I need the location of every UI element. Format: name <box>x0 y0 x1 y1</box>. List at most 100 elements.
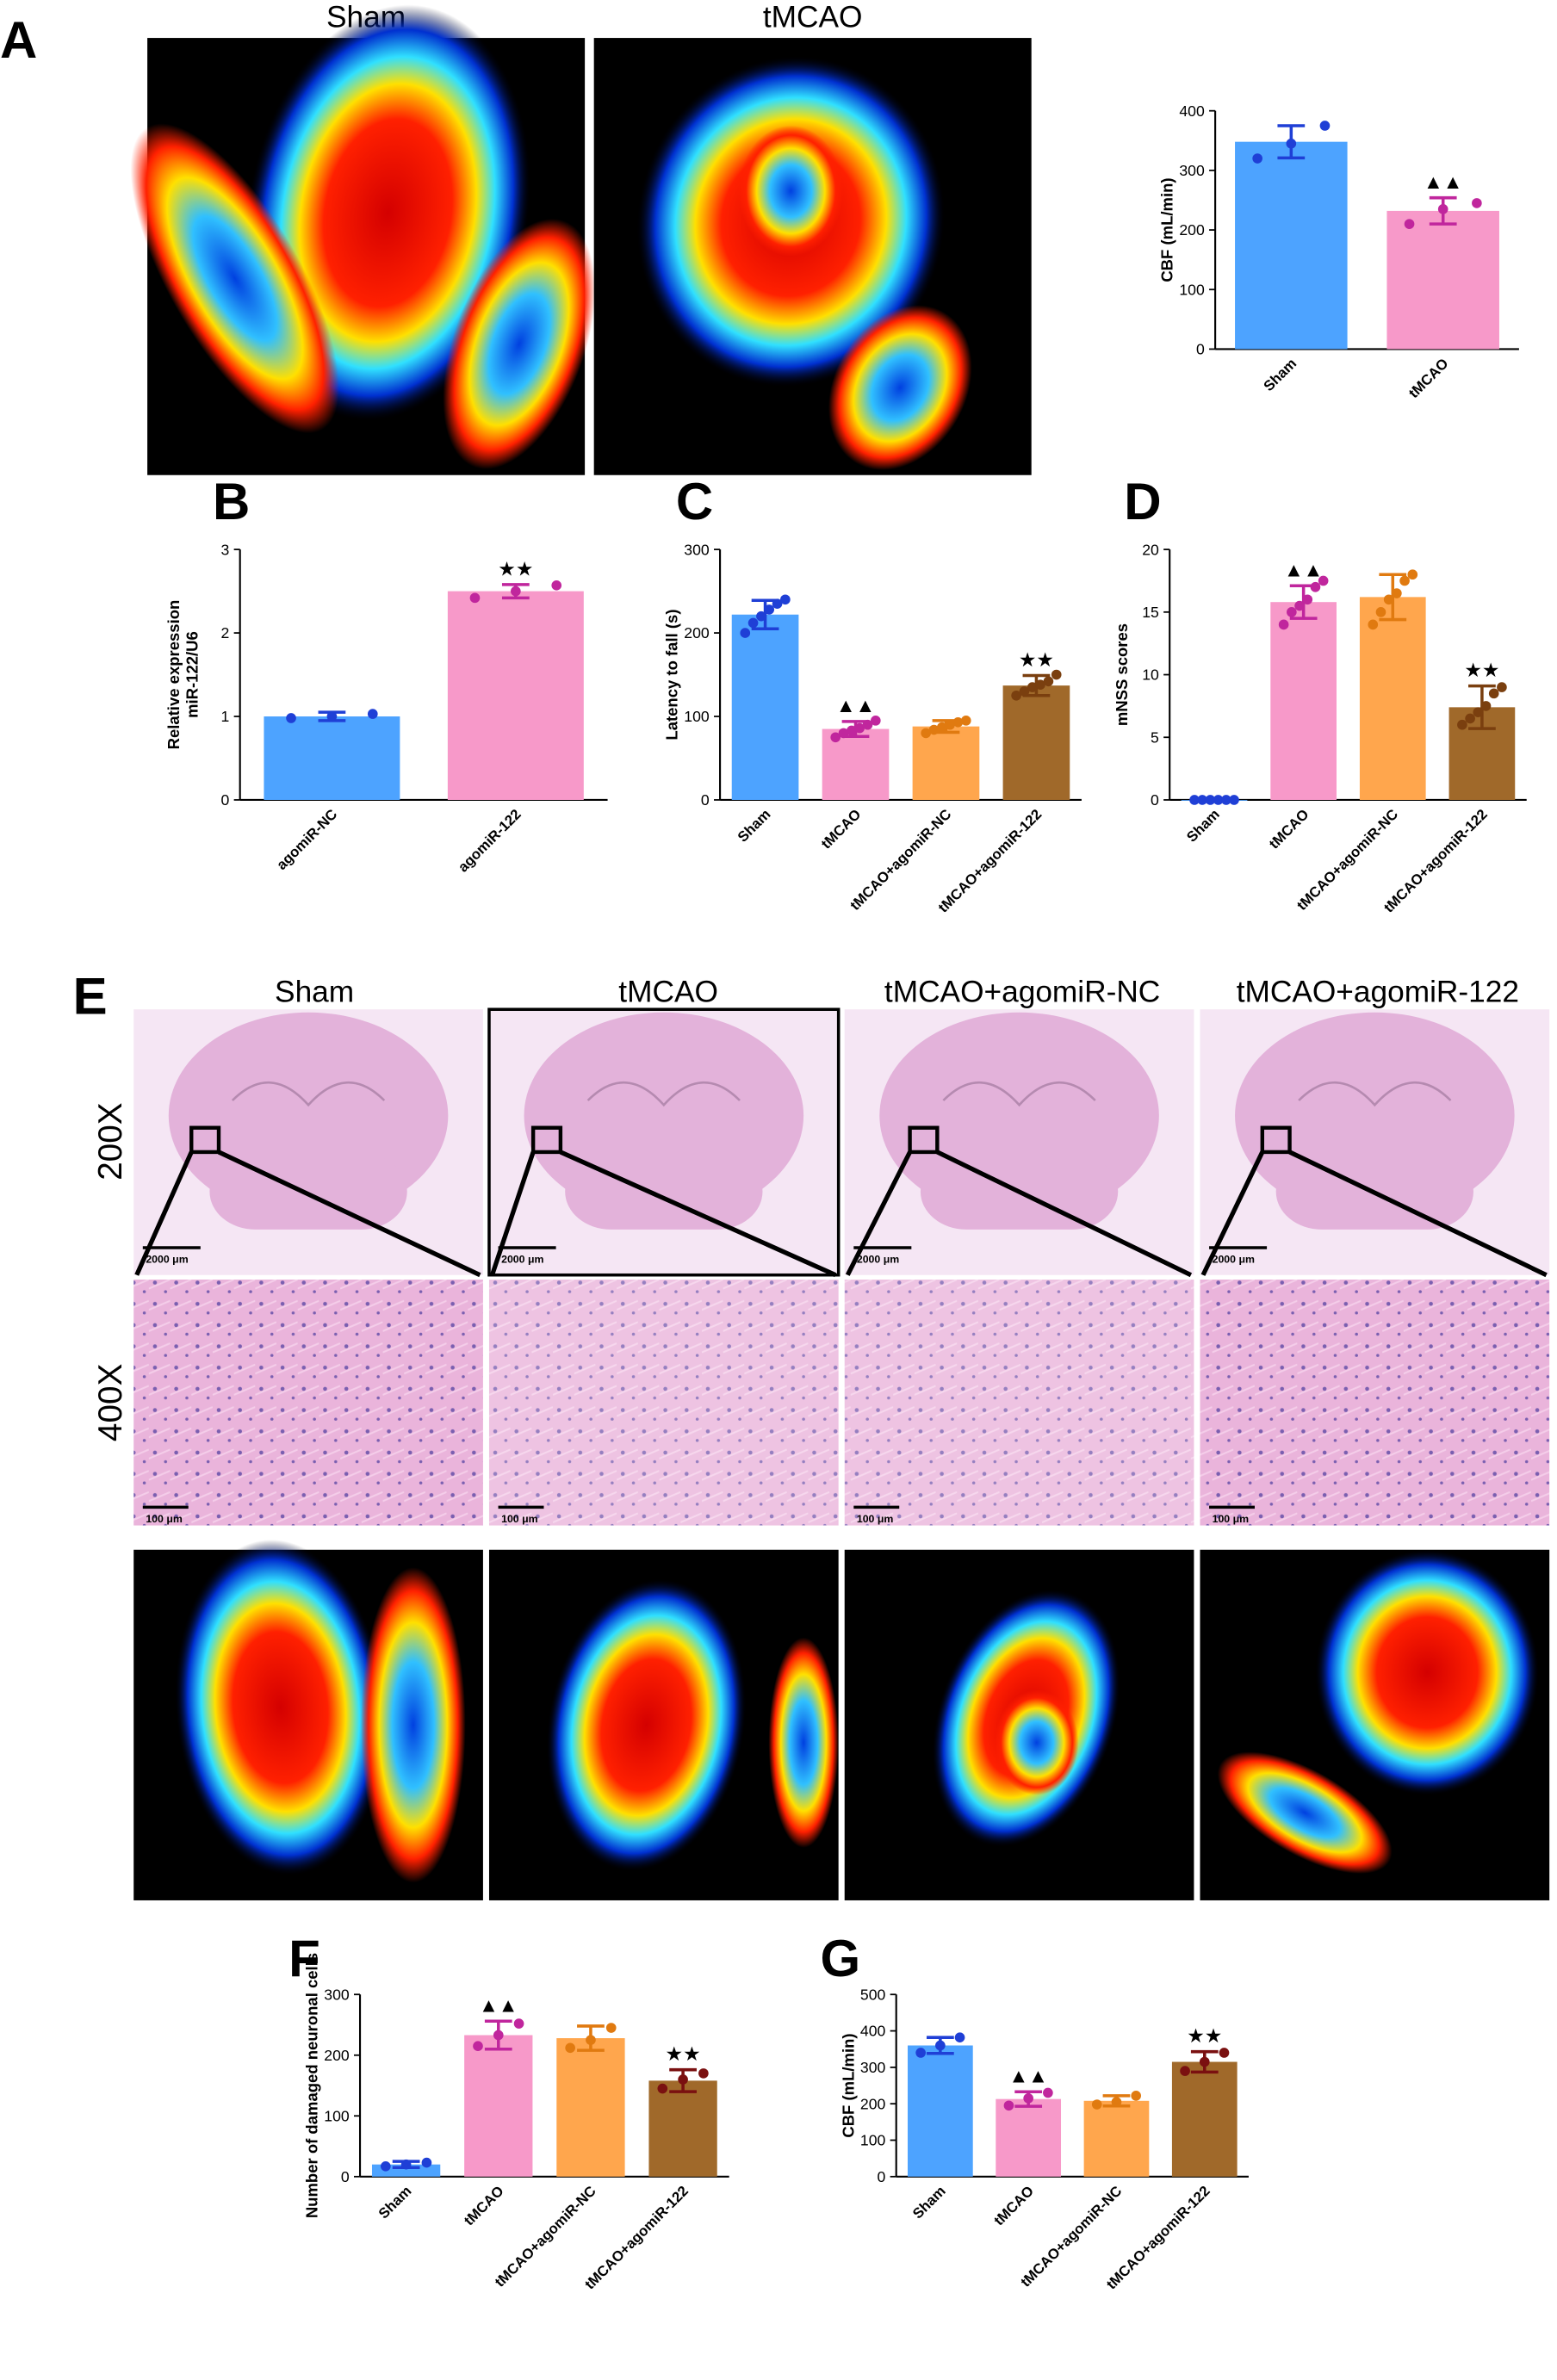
data-point <box>1197 795 1208 805</box>
zoom-line <box>936 1150 1193 1278</box>
bar <box>648 2080 717 2177</box>
y-tick-label: 200 <box>1179 221 1205 239</box>
speckle-blob <box>546 1578 747 1871</box>
data-point <box>952 716 964 728</box>
bar <box>1083 2100 1150 2177</box>
significance-mark: ★★ <box>498 557 533 580</box>
significance-mark: ★★ <box>666 2042 701 2065</box>
x-tick-label: tMCAO+agomiR-122 <box>581 2183 692 2293</box>
speckle-blob <box>360 1567 466 1883</box>
histology-400x <box>488 1280 839 1526</box>
data-point <box>780 594 791 605</box>
data-point <box>1011 690 1021 701</box>
ventricle <box>1298 1081 1452 1107</box>
y-axis-label: Number of damaged neuronal cells <box>303 1953 321 2218</box>
data-point <box>678 2074 688 2085</box>
data-point <box>1199 2056 1210 2067</box>
data-point <box>605 2023 617 2033</box>
data-point <box>1375 607 1386 617</box>
x-tick-label: tMCAO <box>990 2183 1037 2229</box>
data-point <box>1252 153 1262 164</box>
panel-letter: F <box>288 1930 320 1987</box>
data-point <box>830 732 841 743</box>
y-tick-label: 0 <box>701 791 710 809</box>
y-tick-label: 15 <box>1142 604 1159 621</box>
bar <box>556 2038 625 2177</box>
data-point <box>1465 713 1475 724</box>
y-tick-label: 300 <box>1179 162 1205 179</box>
ventricle <box>231 1081 386 1107</box>
data-point <box>326 711 338 722</box>
data-point <box>936 722 947 733</box>
data-point <box>1091 2099 1102 2110</box>
data-point <box>1488 688 1499 699</box>
y-axis-label: mNSS scores <box>1113 623 1131 726</box>
x-tick-label: tMCAO+agomiR-NC <box>1293 806 1401 914</box>
bar <box>731 614 799 800</box>
panel-letter: C <box>676 473 713 530</box>
y-tick-label: 5 <box>1151 728 1159 746</box>
zoom-line <box>489 1151 536 1276</box>
panel-letter: A <box>0 11 37 69</box>
y-tick-label: 400 <box>860 2023 886 2040</box>
zoom-line <box>559 1150 837 1278</box>
significance-mark: ★★ <box>1019 648 1054 671</box>
x-tick-label: tMCAO+agomiR-NC <box>492 2183 599 2290</box>
significance-mark: ▲▲ <box>1008 2065 1047 2087</box>
speckle-blob <box>738 125 844 257</box>
scale-bar-label: 100 μm <box>857 1513 894 1525</box>
data-point <box>1294 600 1305 611</box>
data-point <box>1399 575 1410 586</box>
bar <box>1386 210 1499 350</box>
speckle-blob <box>1217 1751 1393 1874</box>
data-point <box>586 2035 596 2045</box>
data-point <box>1180 2066 1190 2076</box>
data-point <box>469 592 481 604</box>
x-tick-label: agomiR-NC <box>273 806 340 873</box>
data-point <box>1131 2091 1142 2101</box>
data-point <box>513 2018 524 2029</box>
speckle-blob <box>130 123 339 434</box>
data-point <box>1310 581 1321 592</box>
panel-letter: E <box>73 968 108 1026</box>
bar <box>1270 602 1337 800</box>
data-point <box>286 713 296 723</box>
data-point <box>847 725 857 736</box>
data-point <box>421 2157 432 2168</box>
y-axis-label: Latency to fall (s) <box>663 609 681 740</box>
x-tick-label: tMCAO <box>1266 806 1312 852</box>
data-point <box>1437 204 1448 214</box>
data-point <box>935 2040 946 2051</box>
y-tick-label: 200 <box>860 2095 886 2112</box>
speckle-blob <box>828 305 972 471</box>
zoom-box <box>189 1125 221 1155</box>
data-point <box>1392 588 1402 598</box>
data-point <box>756 610 766 622</box>
data-point <box>473 2041 483 2052</box>
data-point <box>1189 795 1200 805</box>
scale-bar-label: 100 μm <box>146 1513 183 1525</box>
ventricle <box>586 1081 741 1107</box>
y-axis-label: Relative expression <box>164 600 183 750</box>
data-point <box>1473 707 1484 717</box>
bar <box>1002 685 1070 800</box>
bar <box>1359 597 1426 800</box>
x-tick-label: tMCAO <box>818 806 865 852</box>
x-tick-label: tMCAO+agomiR-122 <box>935 806 1045 916</box>
data-point <box>960 716 971 726</box>
brain-lower <box>565 1153 763 1230</box>
x-tick-label: agomiR-122 <box>455 806 524 876</box>
data-point <box>921 728 931 739</box>
row-label: 200X <box>92 1102 129 1181</box>
y-tick-label: 200 <box>324 2047 350 2064</box>
bar <box>447 591 584 800</box>
data-point <box>1051 669 1062 680</box>
data-point <box>915 2048 926 2058</box>
y-tick-label: 0 <box>221 791 230 809</box>
zoom-line <box>217 1150 481 1278</box>
data-point <box>954 2032 965 2042</box>
data-point <box>1302 594 1313 605</box>
panel-letter: D <box>1124 473 1161 530</box>
y-tick-label: 300 <box>324 1986 350 2003</box>
bar <box>912 726 980 800</box>
